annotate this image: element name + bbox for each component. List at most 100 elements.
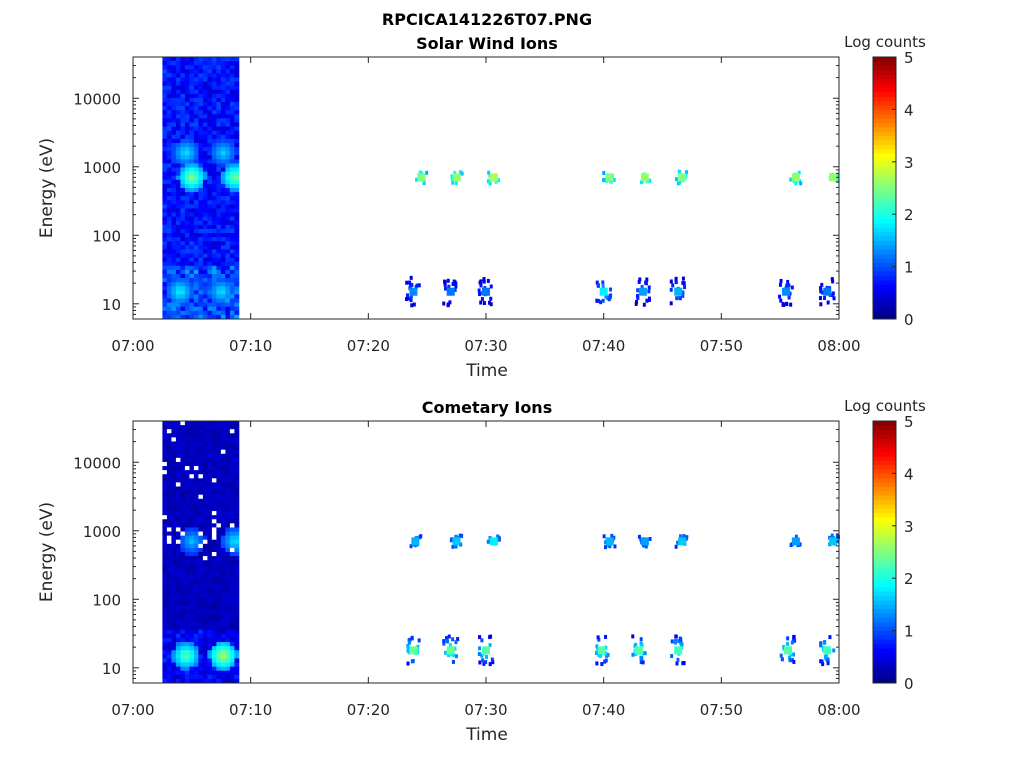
heatmap-cell <box>216 539 222 545</box>
heatmap-cell <box>229 564 235 569</box>
heatmap-cell <box>202 122 208 127</box>
heatmap-cell <box>216 617 222 622</box>
heatmap-cell <box>234 130 240 136</box>
heatmap-cell <box>225 93 231 99</box>
heatmap-cell <box>202 204 208 209</box>
heatmap-cell <box>162 609 168 614</box>
heatmap-cell <box>189 519 195 524</box>
heatmap-cell <box>220 490 226 496</box>
heatmap-cell <box>225 155 231 160</box>
heatmap-cell <box>166 515 172 520</box>
heatmap-cell <box>211 114 217 119</box>
heatmap-cell <box>207 662 213 668</box>
event-cell <box>790 285 794 290</box>
heatmap-cell <box>225 233 231 238</box>
event-cell <box>682 533 686 538</box>
heatmap-cell <box>180 658 186 663</box>
x-tick-label: 07:10 <box>229 337 272 355</box>
heatmap-cell <box>184 310 190 316</box>
heatmap-cell <box>189 237 195 242</box>
heatmap-cell <box>211 188 217 193</box>
heatmap-cell <box>229 65 235 70</box>
heatmap-cell <box>211 609 217 614</box>
heatmap-cell <box>198 93 204 99</box>
heatmap-cell <box>184 130 190 136</box>
heatmap-cell <box>216 494 222 500</box>
colorbar-step <box>873 538 896 544</box>
heatmap-cell <box>229 646 235 651</box>
colorbar-step <box>873 118 896 123</box>
heatmap-cell <box>202 155 208 160</box>
event-core <box>411 537 420 546</box>
heatmap-cell <box>171 159 177 164</box>
heatmap-cell <box>180 650 186 655</box>
heatmap-cell <box>198 167 204 173</box>
heatmap-cell <box>216 670 222 676</box>
heatmap-cell <box>229 302 235 308</box>
heatmap-cell <box>198 110 204 115</box>
heatmap-cell <box>211 658 217 663</box>
event-cell <box>478 635 482 640</box>
heatmap-cell <box>220 560 226 565</box>
heatmap-cell <box>162 306 168 312</box>
heatmap-cell <box>225 617 231 622</box>
heatmap-cell <box>234 290 240 295</box>
heatmap-cell <box>184 57 190 62</box>
heatmap-cell <box>220 159 226 164</box>
heatmap-cell <box>229 654 235 659</box>
heatmap-cell <box>184 650 190 655</box>
heatmap-cell <box>162 457 168 463</box>
heatmap-cell <box>216 547 222 553</box>
heatmap-cell <box>216 421 222 426</box>
heatmap-cell <box>211 678 217 684</box>
event-cell <box>782 644 786 649</box>
heatmap-cell <box>202 572 208 577</box>
heatmap-cell <box>189 126 195 132</box>
heatmap-cell <box>202 552 208 557</box>
heatmap-cell <box>171 253 177 258</box>
heatmap-cell <box>198 556 204 561</box>
heatmap-cell <box>202 294 208 299</box>
heatmap-cell <box>166 212 172 218</box>
event-cell <box>488 181 492 186</box>
heatmap-cell <box>180 646 186 651</box>
heatmap-cell <box>180 564 186 569</box>
heatmap-cell <box>193 584 199 590</box>
heatmap-cell <box>184 257 190 263</box>
heatmap-cell <box>202 654 208 659</box>
heatmap-cell <box>175 138 181 144</box>
heatmap-cell <box>171 77 177 82</box>
heatmap-cell <box>166 564 172 569</box>
heatmap-cell <box>225 486 231 491</box>
colorbar-step <box>873 205 896 211</box>
event-cell <box>639 660 643 665</box>
heatmap-cell <box>180 576 186 582</box>
colorbar-step <box>873 482 896 487</box>
heatmap-cell <box>171 114 177 119</box>
heatmap-cell <box>216 650 222 655</box>
heatmap-cell <box>180 433 186 438</box>
heatmap-cell <box>234 511 240 516</box>
event-cell <box>489 284 493 289</box>
heatmap-cell <box>225 678 231 684</box>
event-cell <box>604 645 608 650</box>
heatmap-cell <box>229 61 235 66</box>
event-core <box>829 537 838 546</box>
heatmap-cell <box>162 208 168 213</box>
heatmap-cell <box>216 114 222 119</box>
heatmap-cell <box>171 273 177 279</box>
heatmap-cell <box>220 241 226 246</box>
heatmap-cell <box>175 572 181 577</box>
heatmap-cell <box>234 241 240 246</box>
heatmap-cell <box>198 97 204 103</box>
heatmap-cell <box>175 106 181 111</box>
heatmap-cell <box>211 138 217 144</box>
heatmap-cell <box>216 592 222 598</box>
heatmap-cell <box>171 637 177 643</box>
event-cell <box>454 181 458 186</box>
heatmap-cell <box>184 110 190 115</box>
heatmap-cell <box>216 97 222 103</box>
event-cell <box>674 276 678 281</box>
heatmap-cell <box>202 527 208 532</box>
heatmap-cell <box>162 261 168 267</box>
